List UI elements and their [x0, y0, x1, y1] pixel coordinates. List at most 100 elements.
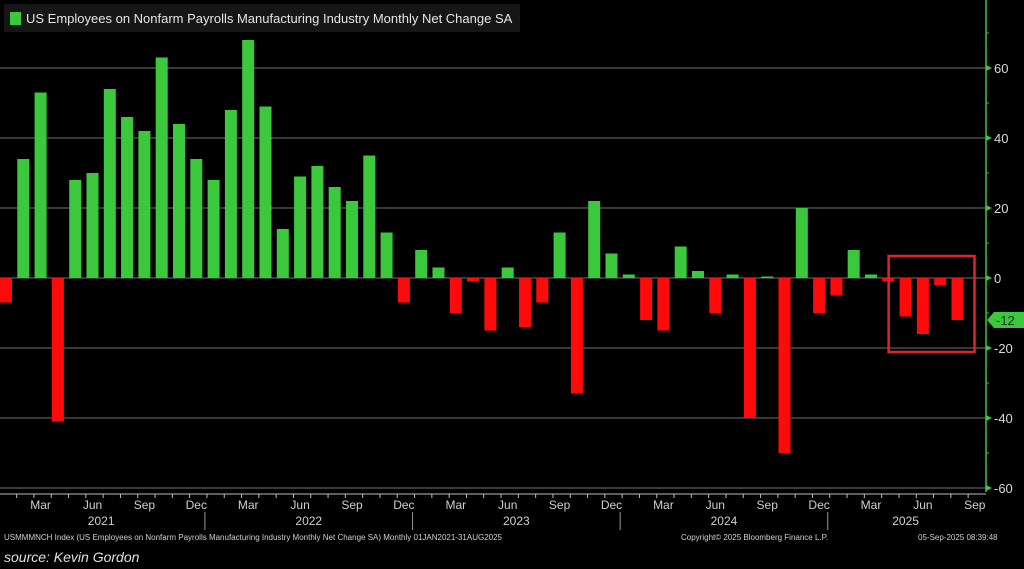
bar-Oct-22 — [363, 155, 376, 278]
last-value-tag — [987, 312, 1024, 328]
bar-Oct-23 — [570, 278, 583, 394]
bar-Jul-22 — [311, 166, 324, 278]
bar-Jan-23 — [415, 250, 428, 278]
bar-Oct-21 — [155, 57, 168, 278]
y-tick-label: 60 — [994, 61, 1008, 76]
bar-Jun-25 — [916, 278, 929, 334]
x-tick-label: Dec — [808, 498, 829, 512]
x-year-label: 2025 — [892, 514, 919, 528]
y-tick-label: 40 — [994, 131, 1008, 146]
x-tick-label: Mar — [238, 498, 259, 512]
bar-Nov-21 — [173, 124, 185, 278]
bar-Jun-24 — [709, 278, 722, 313]
bar-May-21 — [69, 180, 82, 278]
x-tick-label: Jun — [913, 498, 932, 512]
highlight-box — [887, 254, 976, 354]
bar-Dec-21 — [190, 159, 203, 278]
bar-Jul-21 — [103, 89, 116, 278]
y-tick-mark — [986, 485, 992, 491]
bar-Nov-22 — [380, 232, 393, 278]
y-tick-label: 20 — [994, 201, 1008, 216]
bar-Jan-21 — [0, 278, 12, 303]
last-value-label: -12 — [996, 313, 1015, 328]
x-year-label: 2021 — [88, 514, 115, 528]
bar-Jun-23 — [501, 267, 514, 278]
y-tick-mark — [986, 275, 992, 281]
x-tick-label: Jun — [290, 498, 309, 512]
x-axis: Mar Jun Sep Dec Mar Jun Sep Dec Mar Jun Sep Dec Mar J… — [0, 493, 986, 530]
bar-Mar-21 — [34, 92, 47, 278]
bar-Mar-22 — [242, 40, 255, 278]
bar-Dec-24 — [813, 278, 826, 313]
bar-Apr-22 — [259, 106, 272, 278]
bar-May-25 — [899, 278, 912, 317]
timestamp: 05-Sep-2025 08:39:48 — [918, 533, 998, 542]
x-year-label: 2022 — [295, 514, 322, 528]
bar-Aug-23 — [536, 278, 549, 303]
index-description: USMMMNCH Index (US Employees on Nonfarm … — [4, 533, 502, 542]
bar-Feb-24 — [640, 278, 653, 320]
bar-Jun-22 — [294, 176, 307, 278]
bar-May-23 — [484, 278, 497, 331]
x-tick-label: Sep — [549, 498, 571, 512]
source-credit: source: Kevin Gordon — [4, 549, 140, 565]
bar-Feb-22 — [224, 110, 237, 278]
x-tick-label: Dec — [601, 498, 622, 512]
y-tick-label: -40 — [994, 411, 1013, 426]
bar-Aug-24 — [743, 278, 756, 418]
bar-Aug-22 — [328, 187, 341, 278]
legend-label: US Employees on Nonfarm Payrolls Manufac… — [26, 10, 513, 26]
bar-Sep-22 — [346, 201, 358, 278]
bars — [0, 40, 964, 453]
x-tick-label: Sep — [757, 498, 779, 512]
bar-Aug-21 — [121, 117, 134, 278]
bar-Jul-24 — [726, 274, 739, 278]
bar-Feb-25 — [847, 250, 860, 278]
bar-Oct-24 — [778, 278, 791, 453]
y-tick-mark — [986, 415, 992, 421]
bar-Jul-23 — [519, 278, 531, 327]
x-tick-label: Jun — [706, 498, 725, 512]
x-tick-label: Mar — [653, 498, 674, 512]
y-tick-mark — [986, 135, 992, 141]
bar-Dec-22 — [397, 278, 410, 303]
bar-Nov-24 — [795, 208, 808, 278]
bar-Jan-22 — [207, 180, 220, 278]
y-tick-label: -60 — [994, 481, 1013, 496]
bar-Jan-25 — [830, 278, 843, 296]
bar-May-22 — [276, 229, 289, 278]
x-tick-label: Mar — [30, 498, 51, 512]
bar-Apr-23 — [467, 278, 480, 282]
x-tick-label: Jun — [83, 498, 102, 512]
bar-Jul-25 — [934, 278, 947, 285]
bar-Dec-23 — [605, 253, 618, 278]
x-year-label: 2024 — [711, 514, 738, 528]
bar-Jun-21 — [86, 173, 99, 278]
legend-swatch — [10, 11, 21, 25]
x-tick-label: Jun — [498, 498, 517, 512]
bar-Mar-24 — [657, 278, 670, 331]
x-tick-label: Mar — [445, 498, 466, 512]
y-tick-label: -20 — [994, 341, 1013, 356]
chart-legend: US Employees on Nonfarm Payrolls Manufac… — [4, 4, 521, 32]
x-year-label: 2023 — [503, 514, 530, 528]
bar-May-24 — [692, 271, 704, 278]
y-tick-label: 0 — [994, 271, 1001, 286]
y-tick-mark — [986, 345, 992, 351]
bar-Apr-21 — [51, 278, 64, 422]
bar-Sep-23 — [553, 232, 566, 278]
highlight-rectangle — [887, 254, 976, 354]
x-tick-label: Sep — [341, 498, 363, 512]
bar-Aug-25 — [951, 278, 964, 320]
x-tick-label: Mar — [861, 498, 882, 512]
bar-Jan-24 — [622, 274, 635, 278]
y-axis: 60 40 20 0 -20 -40 -60 -12 — [985, 0, 1024, 496]
x-tick-label: Sep — [964, 498, 986, 512]
bar-Apr-24 — [674, 246, 687, 278]
bar-Nov-23 — [588, 201, 601, 278]
y-tick-mark — [986, 65, 992, 71]
y-tick-mark — [986, 205, 992, 211]
bar-Sep-21 — [138, 131, 151, 278]
x-tick-label: Sep — [134, 498, 156, 512]
